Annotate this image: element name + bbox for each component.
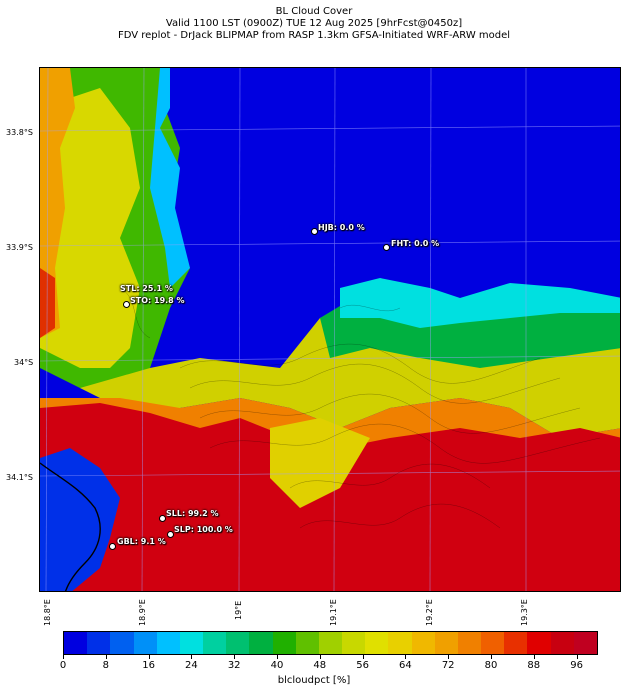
station-label-sll: SLL: 99.2 % — [166, 509, 219, 518]
cloud-cover-map[interactable]: HJB: 0.0 % FHT: 0.0 % STL: 25.1 % STO: 1… — [39, 67, 621, 592]
map-canvas — [40, 68, 620, 591]
colorbar-tick-mark — [362, 655, 364, 659]
colorbar-segment — [365, 632, 389, 654]
chart-subtitle-model: FDV replot - DrJack BLIPMAP from RASP 1.… — [117, 30, 511, 41]
station-marker-hjb[interactable] — [311, 228, 318, 235]
colorbar-tick-label: 88 — [527, 660, 541, 671]
colorbar-segment — [457, 632, 482, 654]
colorbar-segment — [342, 632, 366, 654]
colorbar-segment — [179, 632, 204, 654]
colorbar-segment — [226, 632, 250, 654]
region-nw-yellow — [40, 88, 140, 368]
colorbar-segment — [87, 632, 111, 654]
colorbar-segment — [573, 632, 597, 654]
colorbar-label: blcloudpct [%] — [277, 675, 351, 686]
colorbar-segment — [249, 632, 273, 654]
colorbar-tick-mark — [448, 655, 450, 659]
colorbar-segment — [318, 632, 343, 654]
station-label-slp: SLP: 100.0 % — [174, 525, 233, 534]
y-tick-label: 33.9°S — [6, 243, 33, 252]
colorbar-segment — [133, 632, 157, 654]
y-tick-label: 34°S — [14, 358, 34, 367]
colorbar-segment — [388, 632, 412, 654]
colorbar-tick-mark — [277, 655, 278, 659]
colorbar-segment — [64, 632, 88, 654]
colorbar-segment — [411, 632, 435, 654]
colorbar-segment — [434, 632, 458, 654]
station-marker-sll[interactable] — [159, 515, 166, 522]
colorbar-tick-label: 0 — [59, 660, 67, 671]
colorbar-tick-label: 72 — [441, 660, 455, 671]
x-tick-label: 19°E — [234, 600, 243, 620]
colorbar-tick-mark — [191, 655, 193, 659]
colorbar-segment — [295, 632, 319, 654]
station-marker-fht[interactable] — [383, 244, 390, 251]
station-label-fht: FHT: 0.0 % — [391, 239, 440, 248]
station-marker-gbl[interactable] — [109, 543, 116, 550]
region-sw-blue — [40, 448, 120, 591]
y-tick-label: 33.8°S — [6, 128, 33, 137]
colorbar-tick-mark — [148, 655, 150, 659]
colorbar-tick-mark — [234, 655, 236, 659]
colorbar-tick-label: 80 — [484, 660, 498, 671]
region-nw-orange — [40, 68, 75, 338]
colorbar-segment — [481, 632, 505, 654]
colorbar-segment — [272, 632, 296, 654]
colorbar-tick-label: 16 — [142, 660, 155, 671]
colorbar-segment — [527, 632, 551, 654]
region-south-cyan — [340, 278, 620, 328]
colorbar-tick-label: 56 — [356, 660, 369, 671]
station-label-gbl: GBL: 9.1 % — [117, 537, 166, 546]
chart-subtitle-valid: Valid 1100 LST (0900Z) TUE 12 Aug 2025 [… — [165, 18, 463, 29]
colorbar-tick-mark — [491, 655, 492, 659]
graticule — [40, 68, 620, 591]
terrain-contours — [119, 287, 601, 529]
station-label-stl: STL: 25.1 % — [120, 284, 173, 293]
colorbar-tick-label: 8 — [102, 660, 109, 671]
colorbar-tick-mark — [533, 655, 535, 659]
colorbar-tick-label: 48 — [313, 660, 327, 671]
colorbar-tick-label: 24 — [185, 660, 198, 671]
colorbar-tick-mark — [576, 655, 578, 659]
colorbar-tick-label: 40 — [270, 660, 284, 671]
chart-title: BL Cloud Cover — [275, 6, 353, 17]
region-nw-red — [40, 268, 55, 338]
colorbar-tick-mark — [105, 655, 107, 659]
colorbar — [63, 631, 598, 655]
colorbar-tick-mark — [319, 655, 321, 659]
x-tick-label: 19.1°E — [329, 599, 338, 626]
x-tick-label: 19.3°E — [520, 599, 529, 626]
region-south-red — [40, 403, 620, 591]
station-marker-slp[interactable] — [167, 531, 174, 538]
colorbar-segment — [156, 632, 180, 654]
station-label-sto: STO: 19.8 % — [130, 296, 185, 305]
colorbar-segment — [203, 632, 227, 654]
x-tick-label: 18.8°E — [43, 599, 52, 626]
x-tick-label: 18.9°E — [138, 599, 147, 626]
station-label-hjb: HJB: 0.0 % — [318, 223, 365, 232]
x-tick-label: 19.2°E — [425, 599, 434, 626]
colorbar-tick-label: 64 — [399, 660, 412, 671]
colorbar-segment — [504, 632, 528, 654]
region-south-yellow2 — [270, 418, 370, 508]
colorbar-tick-mark — [405, 655, 407, 659]
colorbar-tick-mark — [63, 655, 64, 659]
coastline — [40, 462, 101, 591]
y-tick-label: 34.1°S — [6, 473, 33, 482]
colorbar-segment — [550, 632, 574, 654]
region-nw-cyan — [150, 68, 190, 288]
colorbar-tick-label: 32 — [227, 660, 241, 671]
colorbar-tick-label: 96 — [570, 660, 583, 671]
station-marker-sto[interactable] — [123, 301, 130, 308]
colorbar-segment — [110, 632, 134, 654]
